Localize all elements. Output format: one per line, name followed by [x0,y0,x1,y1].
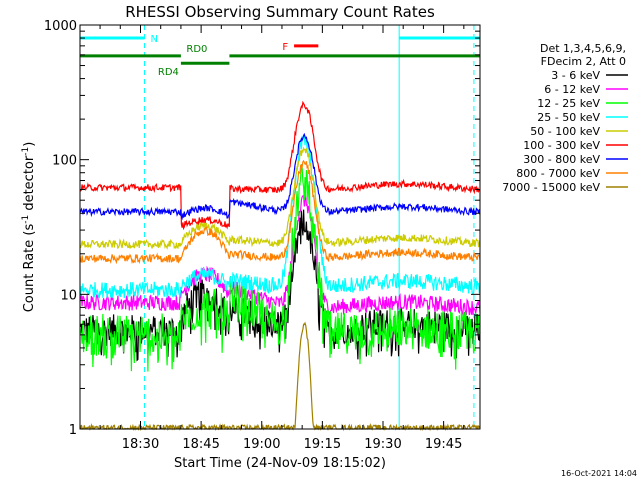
y-tick-label: 10 [60,288,77,303]
flag-label: RD4 [158,67,179,78]
y-axis-label-part: ) [22,142,37,147]
y-axis-label-part: detector [22,155,37,215]
series-line [79,146,481,250]
y-tick-label: 100 [52,154,77,169]
legend-entry-label: 7000 - 15000 keV [502,181,600,194]
legend-entry-label: 6 - 12 keV [544,83,600,96]
flag-bars: N RD4 RD0 F [80,34,480,78]
x-tick-label: 19:00 [243,437,280,452]
x-tick-label: 18:30 [122,437,159,452]
y-axis-label-part: -1 [21,215,31,224]
svg-text:Count Rate (s-1 detector-1): Count Rate (s-1 detector-1) [21,142,37,313]
vertical-markers [79,25,475,429]
y-axis-label: Count Rate (s-1 detector-1) [21,142,37,313]
y-tick-label: 1000 [44,19,77,34]
series-line [79,100,481,231]
legend-header: FDecim 2, Att 0 [541,55,626,68]
y-tick-label: 1 [69,423,77,438]
legend-entry-label: 50 - 100 keV [530,125,600,138]
x-axis-label: Start Time (24-Nov-09 18:15:02) [174,456,386,471]
flag-label: F [282,42,288,53]
legend-entry-label: 800 - 7000 keV [516,167,600,180]
series-line [79,132,481,221]
legend-header: Det 1,3,4,5,6,9, [540,42,626,55]
legend-entry-label: 100 - 300 keV [523,139,600,152]
legend-entry-label: 3 - 6 keV [551,69,600,82]
chart-title: RHESSI Observing Summary Count Rates [125,3,435,21]
flag-label: N [151,34,158,45]
y-axis-label-part: -1 [21,147,31,156]
series-line [79,164,481,372]
series-lines [79,100,481,432]
series-line [79,134,481,300]
x-tick-label: 19:30 [364,437,401,452]
plot-border [79,24,481,430]
legend-entry-label: 12 - 25 keV [537,97,600,110]
x-tick-label: 18:45 [182,437,219,452]
legend-entry-label: 300 - 800 keV [523,153,600,166]
x-tick-label: 19:45 [425,437,462,452]
legend: Det 1,3,4,5,6,9,FDecim 2, Att 03 - 6 keV… [502,42,628,194]
flag-label: RD0 [186,44,207,55]
legend-entry-label: 25 - 50 keV [537,111,600,124]
plot-frame: 1 10 100 1000 18:30 18:45 19:00 19:15 19:30 19:45 [44,19,481,452]
y-axis-label-part: Count Rate (s [22,224,37,313]
series-line [79,193,481,317]
x-tick-label: 19:15 [304,437,341,452]
series-line [79,159,481,265]
timestamp: 16-Oct-2021 14:04 [561,469,637,478]
